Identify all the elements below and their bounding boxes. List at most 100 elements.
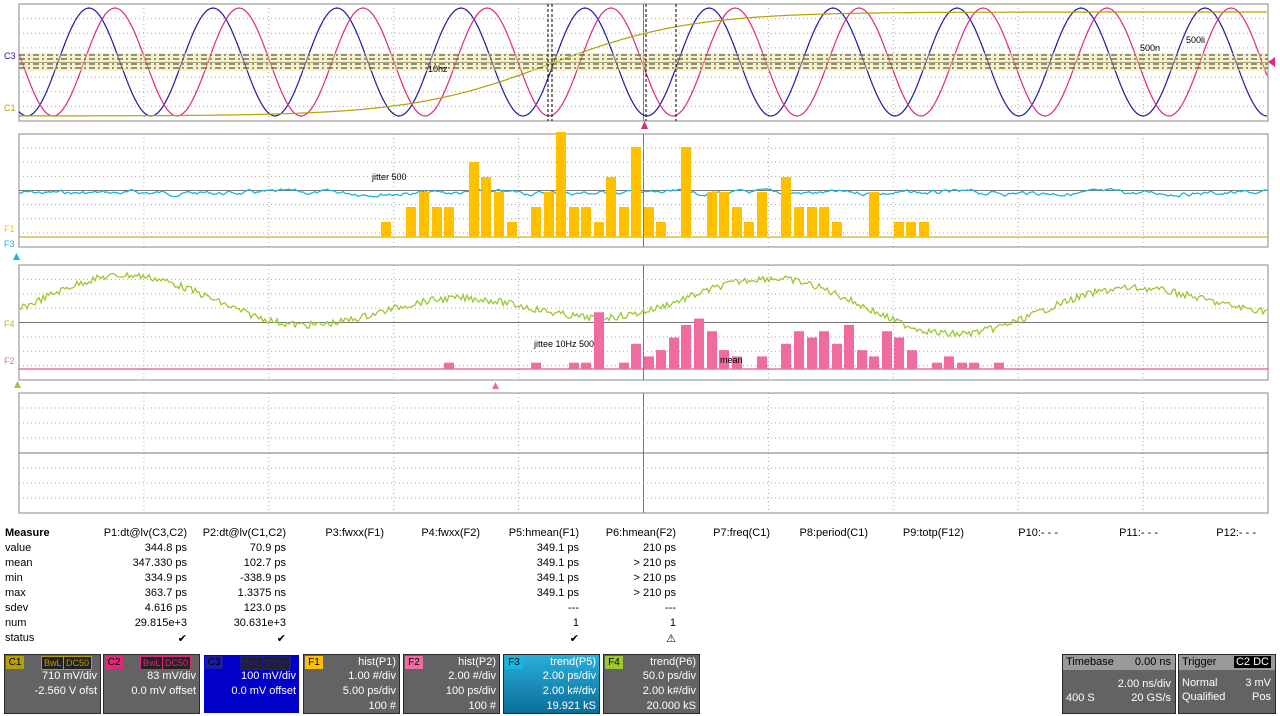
c3-trace-label[interactable]: C3 [4,51,16,61]
param-value: 1 [669,617,676,629]
math-function: trend(P5) [550,656,596,668]
descriptor-text: DC [1251,656,1271,668]
param-value: 4.616 ps [144,602,187,614]
channel-label: F2 [405,656,423,669]
trigger-descriptor[interactable]: Trigger C2 DC Normal 3 mV Qualified Pos [1178,654,1276,714]
measure-row-label: status [5,632,35,644]
param-value: 363.7 ps [144,587,187,599]
param-header: P8:period(C1) [799,527,868,539]
f2-trace-label[interactable]: F2 [4,356,15,366]
param-value: > 210 ps [633,557,676,569]
f1-bar-34 [919,222,929,237]
f1-bar-17 [631,147,641,237]
channel-descriptor-f1[interactable]: F1 hist(P1) 1.00 #/div 5.00 ps/div 100 # [303,654,400,714]
f1-bar-31 [869,192,879,237]
param-header: P7:freq(C1) [713,527,770,539]
channel-descriptor-c1[interactable]: C1 BwL DC50 710 mV/div -2.560 V ofst [4,654,101,714]
traces [18,4,1268,370]
coupling-tag: BwL [140,656,164,670]
channel-descriptor-f2[interactable]: F2 hist(P2) 2.00 #/div 100 ps/div 100 # [403,654,500,714]
param-value: ⚠ [666,633,676,645]
graticule [18,3,1269,514]
c1-trace-label[interactable]: C1 [4,103,16,113]
channel-descriptor-c3[interactable]: C3 BwL DC50 100 mV/div 0.0 mV offset [203,654,300,714]
param-value: --- [665,602,676,614]
f2-bar-15 [757,356,767,369]
descriptor-l3: 100 # [368,700,396,712]
math-function: hist(P2) [458,656,496,668]
f1-trace-label[interactable]: F1 [4,224,15,234]
descriptor-l1: 1.00 #/div [348,670,396,682]
timebase-descriptor[interactable]: Timebase 0.00 ns 2.00 ns/div 400 S 20 GS/s [1062,654,1176,714]
param-header: P2:dt@lv(C1,C2) [202,527,286,539]
waveform-display[interactable]: C3 C1 F1 F3 F4 F2 10hz 500n 500li jitter… [0,0,1280,520]
channel-descriptor-f3[interactable]: F3 trend(P5) 2.00 ps/div 2.00 k#/div 19.921 … [503,654,600,714]
f2-bar-24 [882,331,892,369]
f1-bar-19 [656,222,666,237]
f1-bar-10 [544,192,554,237]
f1-bar-6 [481,177,491,237]
descriptor-l2: 2.00 k#/div [642,685,696,697]
annotation-10hz: 10hz [428,64,448,74]
descriptor-l1: 100 mV/div [240,670,296,682]
histograms [13,57,1275,389]
descriptor-text: 3 mV [1245,677,1271,689]
channel-label: F1 [305,656,323,669]
f2-bar-13 [719,350,729,369]
descriptor-l2: 0.0 mV offset [231,685,296,697]
f1-bar-9 [531,207,541,237]
param-header: P12:- - - [1216,527,1256,539]
c2-waveform [18,7,1268,117]
descriptor-l2: -2.560 V ofst [34,685,97,697]
f4-trace-label[interactable]: F4 [4,319,15,329]
channel-descriptor-f4[interactable]: F4 trend(P6) 50.0 ps/div 2.00 k#/div 20.000 … [603,654,700,714]
param-value: 102.7 ps [243,557,286,569]
f2-bar-10 [681,324,691,369]
descriptor-l1: 50.0 ps/div [642,670,696,682]
annotation-mean: mean [720,355,743,365]
param-header: P9:totp(F12) [902,527,964,539]
param-value: -338.9 ps [240,572,286,584]
coupling-tag: DC50 [162,656,192,670]
f1-bar-30 [832,222,842,237]
param-value: 30.631e+3 [233,617,286,629]
param-value: --- [568,602,579,614]
measure-title: Measure [5,527,50,539]
param-header: P1:dt@lv(C3,C2) [103,527,187,539]
descriptor-l1: 83 mV/div [147,670,196,682]
descriptor-l2: 100 ps/div [445,685,496,697]
channel-label: F3 [505,656,523,669]
channel-descriptor-c2[interactable]: C2 BwL DC50 83 mV/div 0.0 mV offset [103,654,200,714]
f2-bar-29 [957,362,967,369]
f2-bar-12 [707,331,717,369]
f1-bar-4 [444,207,454,237]
f1-bar-23 [732,207,742,237]
param-header: P10:- - - [1018,527,1058,539]
f3-trace-label[interactable]: F3 [4,239,15,249]
f1-bar-26 [781,177,791,237]
measure-row-label: sdev [5,602,29,614]
f3-trend-waveform [18,187,1268,198]
f2-bar-14 [732,356,742,369]
trigger-marker [641,121,648,129]
param-value: ✔ [177,633,187,645]
measure-row-label: value [5,542,32,554]
channel-label: C1 [6,656,24,669]
descriptor-l2: 2.00 k#/div [542,685,596,697]
param-header: P4:fwxx(F2) [421,527,480,539]
f1-bar-16 [619,207,629,237]
param-value: 1.3375 ns [237,587,286,599]
f2-bar-1 [531,362,541,369]
measure-row-label: max [5,587,26,599]
f1-bar-7 [494,192,504,237]
param-value: 349.1 ps [536,557,579,569]
param-value: > 210 ps [633,572,676,584]
descriptor-text: 20 GS/s [1131,692,1171,704]
param-value: 349.1 ps [536,572,579,584]
f1-bar-11 [556,132,566,237]
f2-bar-3 [581,362,591,369]
param-value: ✔ [276,633,286,645]
f2-bar-28 [944,356,954,369]
f2-bar-8 [656,350,666,369]
measure-row-label: min [5,572,23,584]
